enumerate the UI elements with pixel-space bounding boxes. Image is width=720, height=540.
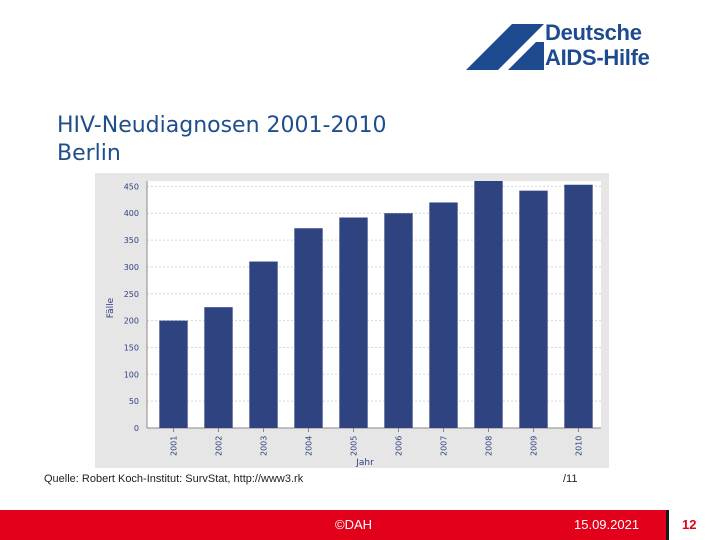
- chart-panel: 0 50 100 150 200 250 300 350 400 450 2001 2002 2003 2…: [95, 173, 609, 468]
- footer-red-band: [0, 510, 666, 540]
- slide-title-line1: HIV-Neudiagnosen 2001-2010: [57, 113, 387, 138]
- x-axis-label: Jahr: [355, 458, 374, 468]
- y-axis-label: Fälle: [106, 297, 116, 318]
- y-tick-label: 300: [124, 263, 139, 272]
- x-tick-label: 2010: [575, 436, 584, 456]
- x-tick-label: 2007: [440, 436, 449, 456]
- x-tick-label: 2004: [305, 436, 314, 456]
- y-tick-label: 200: [124, 317, 139, 326]
- y-tick-label: 150: [124, 343, 139, 352]
- source-citation: Quelle: Robert Koch-Institut: SurvStat, …: [44, 473, 304, 485]
- slide-title-line2: Berlin: [57, 141, 121, 166]
- bar: [339, 217, 368, 428]
- bar: [474, 181, 503, 428]
- source-citation-suffix: /11: [563, 473, 578, 485]
- x-tick-label: 2002: [215, 436, 224, 456]
- y-tick-label: 450: [124, 182, 139, 191]
- brand-logo: Deutsche AIDS-Hilfe: [545, 20, 650, 70]
- bar: [294, 228, 323, 428]
- y-tick-label: 0: [134, 424, 139, 433]
- bar: [159, 320, 188, 428]
- bar: [564, 184, 593, 428]
- x-tick-label: 2006: [395, 436, 404, 456]
- bar-chart: 0 50 100 150 200 250 300 350 400 450 2001 2002 2003 2…: [106, 181, 601, 468]
- footer-divider: [666, 510, 669, 540]
- bar: [384, 213, 413, 428]
- bar: [429, 202, 458, 428]
- y-tick-label: 400: [124, 209, 139, 218]
- footer-bar: ©DAH 15.09.2021 12: [0, 510, 720, 540]
- x-tick-label: 2001: [170, 436, 179, 456]
- x-tick-label: 2008: [485, 436, 494, 456]
- bar: [249, 261, 278, 428]
- footer-copyright: ©DAH: [335, 517, 373, 532]
- y-tick-label: 250: [124, 290, 139, 299]
- slide-title: HIV-Neudiagnosen 2001-2010 Berlin: [57, 112, 386, 168]
- logo-line1: Deutsche: [545, 20, 642, 45]
- y-tick-label: 100: [124, 370, 139, 379]
- y-tick-label: 350: [124, 236, 139, 245]
- page-number: 12: [682, 517, 697, 532]
- bar: [204, 307, 233, 428]
- footer-page-box: [669, 510, 720, 540]
- y-tick-label: 50: [129, 397, 139, 406]
- bar: [519, 190, 548, 428]
- logo-line2: AIDS-Hilfe: [545, 45, 650, 70]
- footer-date: 15.09.2021: [574, 517, 640, 532]
- x-tick-label: 2009: [530, 436, 539, 456]
- x-tick-label: 2003: [260, 436, 269, 456]
- dah-slash-logo-icon: [466, 24, 544, 70]
- x-tick-label: 2005: [350, 436, 359, 456]
